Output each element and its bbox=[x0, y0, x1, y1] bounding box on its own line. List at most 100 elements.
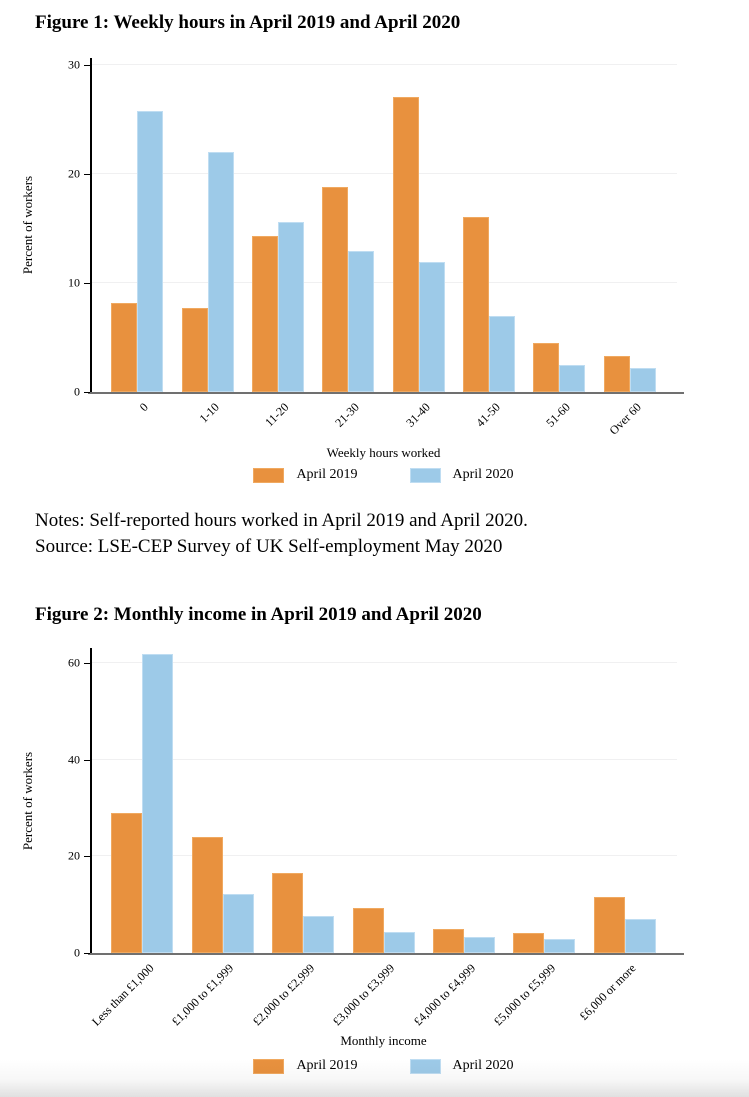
y-tick-label-60: 60 bbox=[68, 655, 80, 670]
x-tick-label-1: 1-10 bbox=[196, 400, 222, 426]
bar-april-2019-2 bbox=[272, 873, 304, 953]
x-tick-label-6: 51-60 bbox=[543, 400, 574, 430]
x-tick-label-3: £3,000 to £3,999 bbox=[329, 961, 398, 1029]
y-tick-label-10: 10 bbox=[68, 275, 80, 290]
y-axis-line bbox=[90, 58, 92, 392]
bar-april-2019-0 bbox=[111, 302, 138, 392]
y-tick-label-20: 20 bbox=[68, 166, 80, 181]
gridline-y20 bbox=[90, 855, 677, 857]
bar-april-2020-4 bbox=[463, 937, 495, 953]
page-bottom-shade bbox=[0, 1059, 749, 1097]
x-axis-title: Monthly income bbox=[340, 1033, 427, 1048]
x-tick-label-2: £2,000 to £2,999 bbox=[249, 961, 317, 1029]
y-tick-20 bbox=[84, 174, 90, 175]
y-axis-title: Percent of workers bbox=[20, 751, 35, 850]
bar-april-2020-1 bbox=[222, 893, 254, 953]
x-axis-line bbox=[88, 953, 684, 955]
plot-area bbox=[90, 648, 677, 953]
legend-swatch-april-2020 bbox=[409, 467, 441, 483]
bar-april-2020-2 bbox=[303, 915, 335, 953]
y-axis-title: Percent of workers bbox=[20, 175, 35, 275]
bar-april-2019-3 bbox=[352, 908, 384, 953]
x-axis-title: Weekly hours worked bbox=[326, 445, 441, 460]
bar-april-2019-4 bbox=[432, 928, 464, 953]
y-tick-60 bbox=[84, 663, 90, 664]
figure1-chart: 0 10 20 30 Percent of workers 0 1-10 11-20 21-30… bbox=[0, 55, 749, 505]
legend-entry-april-2020: April 2020 bbox=[409, 467, 514, 483]
bar-april-2019-1 bbox=[191, 837, 223, 953]
legend-entry-april-2019: April 2019 bbox=[253, 1058, 358, 1074]
legend-label-april-2020: April 2020 bbox=[453, 1058, 514, 1074]
x-tick-label-6: £6,000 or more bbox=[576, 961, 639, 1023]
x-tick-label-0: 0 bbox=[136, 400, 152, 415]
x-tick-label-3: 21-30 bbox=[332, 400, 363, 430]
y-tick-label-30: 30 bbox=[68, 57, 80, 72]
bar-april-2019-6 bbox=[533, 342, 560, 392]
chart-legend: April 2019 April 2020 bbox=[90, 467, 677, 483]
chart-legend: April 2019 April 2020 bbox=[90, 1058, 677, 1074]
legend-label-april-2019: April 2019 bbox=[296, 1058, 357, 1074]
x-tick-label-4: £4,000 to £4,999 bbox=[410, 961, 478, 1029]
bar-april-2019-5 bbox=[513, 933, 545, 953]
gridline-y60 bbox=[90, 662, 677, 663]
x-axis-line bbox=[88, 392, 684, 394]
x-tick-label-1: £1,000 to £1,999 bbox=[169, 961, 237, 1029]
y-tick-40 bbox=[84, 759, 90, 761]
legend-label-april-2020: April 2020 bbox=[452, 467, 514, 482]
legend-swatch-april-2020 bbox=[409, 1058, 441, 1074]
bar-april-2019-2 bbox=[251, 236, 278, 392]
y-tick-20 bbox=[84, 856, 90, 858]
x-tick-label-5: 41-50 bbox=[473, 400, 503, 430]
bar-april-2020-4 bbox=[418, 262, 445, 392]
gridline-y10 bbox=[90, 282, 677, 283]
legend-entry-april-2020: April 2020 bbox=[409, 1058, 514, 1074]
gridline-y20 bbox=[90, 173, 677, 174]
legend-label-april-2019: April 2019 bbox=[296, 467, 358, 482]
bar-april-2019-1 bbox=[181, 308, 208, 392]
bar-april-2020-1 bbox=[207, 152, 234, 392]
x-tick-label-5: £5,000 to £5,999 bbox=[490, 961, 559, 1029]
legend-swatch-april-2019 bbox=[253, 1058, 285, 1074]
source-line: Source: LSE-CEP Survey of UK Self-employ… bbox=[35, 536, 503, 557]
x-tick-label-2: 11-20 bbox=[262, 400, 292, 430]
x-tick-label-0: Less than £1,000 bbox=[88, 961, 157, 1029]
y-tick-0 bbox=[84, 953, 90, 954]
bar-april-2019-0 bbox=[111, 812, 143, 953]
y-tick-label-40: 40 bbox=[68, 752, 80, 767]
y-tick-label-0: 0 bbox=[74, 945, 80, 960]
bar-april-2020-3 bbox=[348, 251, 375, 392]
x-tick-label-4: 31-40 bbox=[402, 400, 433, 430]
bar-april-2019-4 bbox=[392, 96, 419, 392]
bar-april-2020-5 bbox=[544, 938, 576, 953]
bar-april-2019-5 bbox=[463, 216, 490, 392]
bar-april-2020-0 bbox=[142, 654, 174, 953]
y-tick-30 bbox=[84, 65, 90, 66]
bar-april-2020-6 bbox=[559, 364, 586, 392]
legend-swatch-april-2019 bbox=[253, 467, 285, 483]
bar-april-2020-5 bbox=[489, 315, 516, 392]
gridline-y40 bbox=[90, 758, 677, 760]
bar-april-2020-6 bbox=[624, 919, 656, 953]
y-tick-label-0: 0 bbox=[74, 384, 80, 399]
figure2-chart: 0 20 40 60 Percent of workers Less than £1,00… bbox=[0, 640, 749, 1090]
bar-april-2020-3 bbox=[383, 931, 415, 953]
legend-entry-april-2019: April 2019 bbox=[253, 467, 358, 483]
figure1-notes: Notes: Self-reported hours worked in Apr… bbox=[35, 508, 528, 560]
y-tick-10 bbox=[84, 283, 90, 284]
plot-area bbox=[90, 58, 677, 392]
gridline-y30 bbox=[90, 64, 677, 65]
figure1-title: Figure 1: Weekly hours in April 2019 and… bbox=[35, 12, 461, 33]
y-tick-0 bbox=[84, 392, 90, 393]
bar-april-2019-7 bbox=[603, 356, 630, 392]
bar-april-2019-6 bbox=[593, 897, 625, 953]
bar-april-2019-3 bbox=[322, 187, 349, 392]
bar-april-2020-2 bbox=[277, 221, 304, 392]
bar-april-2020-7 bbox=[629, 368, 656, 392]
y-axis-line bbox=[90, 648, 92, 953]
notes-line: Notes: Self-reported hours worked in Apr… bbox=[35, 510, 528, 531]
y-tick-label-20: 20 bbox=[68, 848, 80, 863]
figure2-title: Figure 2: Monthly income in April 2019 a… bbox=[35, 604, 482, 625]
x-tick-label-7: Over 60 bbox=[606, 400, 644, 438]
bar-april-2020-0 bbox=[137, 110, 164, 392]
